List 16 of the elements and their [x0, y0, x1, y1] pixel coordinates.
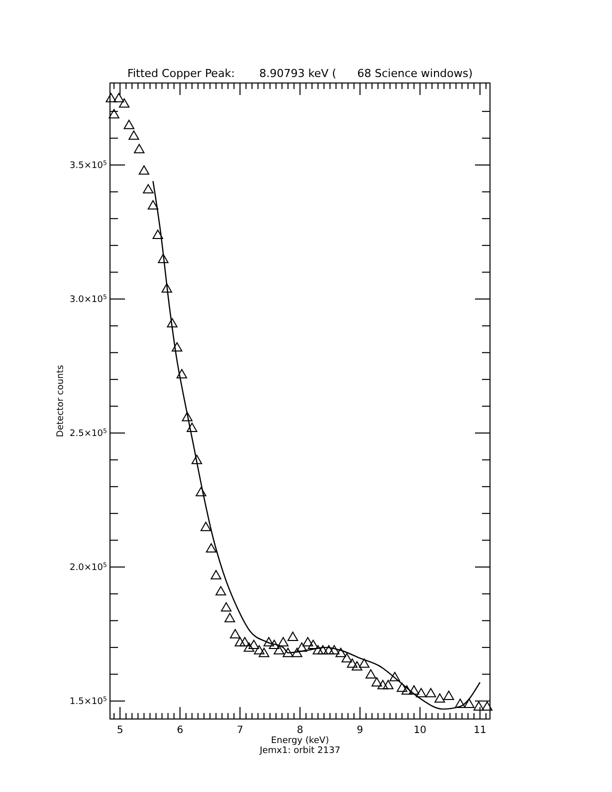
y-tick-label: 1.5×10$^{5}$: [70, 696, 107, 708]
y-tick-label: 3.5×10$^{5}$: [70, 160, 107, 172]
y-axis-title: Detector counts: [56, 364, 66, 438]
x-tick-label: 8: [296, 725, 304, 736]
x-tick-label: 6: [176, 725, 184, 736]
y-tick-label: 2.0×10$^{5}$: [70, 562, 107, 574]
x-tick-label: 7: [236, 725, 244, 736]
x-tick-label: 9: [356, 725, 364, 736]
chart-title: Fitted Copper Peak: 8.90793 keV ( 68 Science windows): [127, 67, 473, 80]
x-tick-label: 5: [116, 725, 124, 736]
x-tick-label: 11: [474, 725, 486, 736]
y-tick-label: 3.0×10$^{5}$: [70, 294, 107, 306]
x-axis-title: Energy (keV): [271, 736, 329, 746]
x-tick-label: 10: [414, 725, 426, 736]
text: Jemx1: orbit 2137: [258, 746, 340, 756]
y-tick-label: 2.5×10$^{5}$: [70, 428, 107, 440]
